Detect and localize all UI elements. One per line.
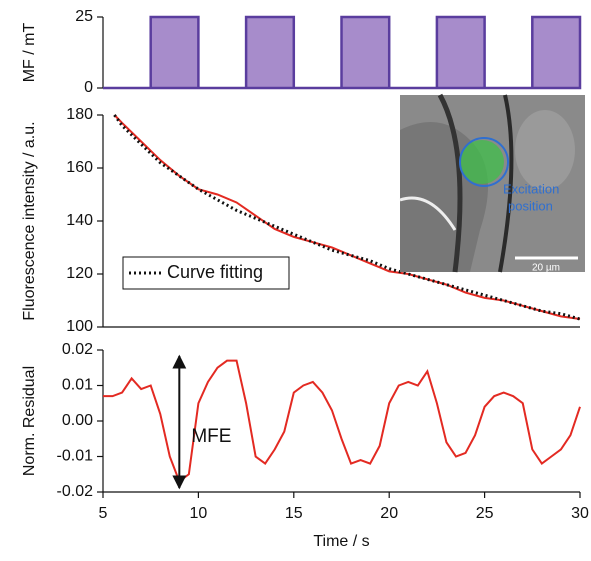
microscope-image: [399, 93, 585, 273]
y-tick-label: 0.01: [62, 377, 93, 394]
x-tick-label: 10: [190, 505, 208, 522]
annotation: MFE: [191, 426, 231, 447]
x-tick-label: 25: [476, 505, 494, 522]
y-axis-label: Fluorescence intensity / a.u.: [21, 121, 38, 320]
inset-label: Excitation: [503, 181, 559, 196]
y-tick-label: 0.02: [62, 341, 93, 358]
y-axis-label: Norm. Residual: [21, 366, 38, 476]
line: [113, 114, 581, 321]
y-tick-label: 160: [66, 159, 93, 176]
x-tick-label: 20: [380, 505, 398, 522]
legend-label: Curve fitting: [167, 262, 263, 282]
inset-label: position: [508, 198, 553, 213]
y-tick-label: 180: [66, 106, 93, 123]
line: [103, 359, 581, 483]
x-axis-label: Time / s: [313, 533, 369, 550]
y-tick-label: 120: [66, 265, 93, 282]
y-tick-label: -0.02: [57, 483, 94, 500]
y-tick-label: 140: [66, 212, 93, 229]
x-tick-label: 5: [99, 505, 108, 522]
y-tick-label: 100: [66, 318, 93, 335]
x-tick-label: 15: [285, 505, 303, 522]
y-tick-label: -0.01: [57, 448, 94, 465]
y-axis-label: MF / mT: [21, 23, 38, 83]
y-tick-label: 0.00: [62, 412, 93, 429]
x-tick-label: 30: [571, 505, 589, 522]
area: [103, 15, 582, 90]
scale-bar-label: 20 µm: [532, 263, 560, 274]
y-tick-label: 25: [75, 8, 93, 25]
y-tick-label: 0: [84, 79, 93, 96]
